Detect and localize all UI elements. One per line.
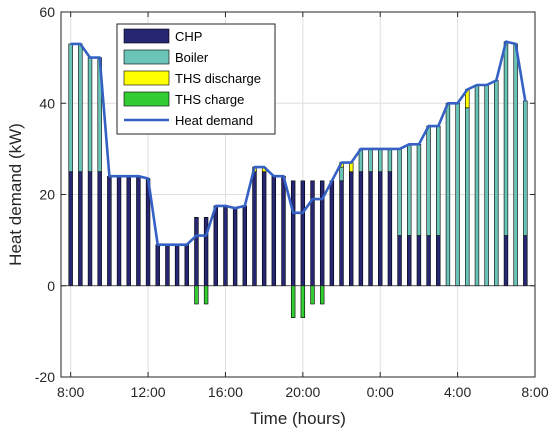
bar-chp	[252, 171, 257, 287]
bar-chp	[232, 207, 238, 287]
bar-chp	[339, 180, 344, 287]
bar-chp	[213, 205, 218, 287]
bar-chp	[329, 180, 335, 287]
bar-ths-charge	[319, 285, 325, 305]
bar-boiler	[387, 148, 393, 172]
bar-boiler	[68, 43, 73, 172]
legend-swatch-ths-charge	[123, 91, 170, 107]
bar-ths-charge	[300, 285, 306, 318]
bar-chp	[290, 180, 296, 287]
bar-ths-charge	[194, 285, 199, 305]
bar-chp	[310, 180, 315, 287]
bar-chp	[242, 205, 247, 287]
bar-boiler	[436, 125, 441, 236]
bar-chp	[194, 217, 199, 287]
bar-chp	[397, 235, 402, 287]
x-tick-label: 0:00	[367, 384, 394, 400]
bar-series	[61, 41, 535, 318]
y-tick-label: 40	[39, 95, 55, 111]
legend-swatch-ths-discharge	[123, 70, 170, 86]
x-tick-label: 12:00	[131, 384, 166, 400]
bar-boiler	[523, 100, 528, 236]
bar-boiler	[503, 41, 509, 236]
y-tick-label: 20	[39, 187, 55, 203]
bar-chp	[416, 235, 422, 287]
legend-label: THS discharge	[175, 71, 261, 86]
bar-boiler	[407, 144, 412, 236]
bar-chp	[436, 235, 441, 287]
bar-chp	[407, 235, 412, 287]
bar-boiler	[465, 107, 470, 287]
bar-chp	[503, 235, 509, 287]
bar-chp	[271, 175, 277, 287]
legend-label: CHP	[175, 29, 202, 44]
bar-boiler	[78, 43, 83, 172]
axis-ticks: -20 0 20 40 60 8:00 12:00 16:00 20:00 0:00 4:00 8:0…	[35, 4, 549, 400]
x-tick-label: 8:00	[57, 384, 84, 400]
bar-chp	[349, 171, 354, 287]
bar-chp	[107, 175, 112, 287]
legend: CHP Boiler THS discharge THS charge Heat dem…	[116, 23, 276, 135]
legend-label: THS charge	[175, 92, 244, 107]
bar-chp	[223, 205, 228, 287]
bar-chp	[87, 171, 93, 287]
x-tick-label: 16:00	[208, 384, 243, 400]
bar-chp	[97, 171, 102, 287]
bar-chp	[165, 244, 170, 287]
bar-boiler	[416, 144, 422, 236]
bar-chp	[358, 171, 364, 287]
bar-chp	[136, 175, 141, 287]
bar-chp	[126, 175, 131, 287]
bar-boiler	[484, 84, 489, 287]
bar-ths-charge	[290, 285, 296, 318]
bar-chp	[378, 171, 383, 287]
bar-chp	[174, 244, 180, 287]
bar-boiler	[494, 80, 499, 287]
heat-demand-line	[70, 40, 527, 246]
bar-chp	[300, 180, 306, 287]
bar-boiler	[378, 148, 383, 172]
bar-boiler	[339, 166, 344, 182]
bar-boiler	[397, 148, 402, 236]
heat-demand-line-layer	[70, 40, 527, 246]
bar-chp	[281, 175, 286, 287]
y-tick-label: -20	[35, 369, 55, 385]
x-axis-title: Time (hours)	[250, 409, 346, 428]
bar-chp	[261, 171, 267, 287]
x-tick-label: 20:00	[285, 384, 320, 400]
legend-label: Heat demand	[175, 113, 253, 128]
x-tick-label: 4:00	[444, 384, 471, 400]
bar-ths-charge	[203, 285, 209, 305]
legend-label: Boiler	[175, 50, 209, 65]
bar-boiler	[87, 57, 93, 172]
bar-chp	[68, 171, 73, 287]
bar-chp	[368, 171, 373, 287]
bar-ths-charge	[310, 285, 315, 305]
y-tick-label: 0	[47, 278, 55, 294]
bar-chp	[426, 235, 431, 287]
bar-chp	[184, 244, 189, 287]
legend-swatch-boiler	[123, 49, 170, 65]
legend-swatch-chp	[123, 28, 170, 44]
bar-chp	[155, 244, 160, 287]
bar-boiler	[426, 125, 431, 236]
x-tick-label: 8:00	[521, 384, 548, 400]
bar-chp	[116, 175, 122, 287]
bar-boiler	[445, 102, 451, 287]
bar-boiler	[455, 102, 460, 287]
bar-boiler	[513, 43, 518, 287]
bar-boiler	[368, 148, 373, 172]
bar-chp	[78, 171, 83, 287]
bar-ths-discharge	[349, 162, 354, 172]
bar-chp	[387, 171, 393, 287]
bar-chp	[523, 235, 528, 287]
bar-boiler	[474, 84, 480, 287]
y-tick-label: 60	[39, 4, 55, 20]
y-axis-title: Heat demand (kW)	[6, 123, 25, 266]
